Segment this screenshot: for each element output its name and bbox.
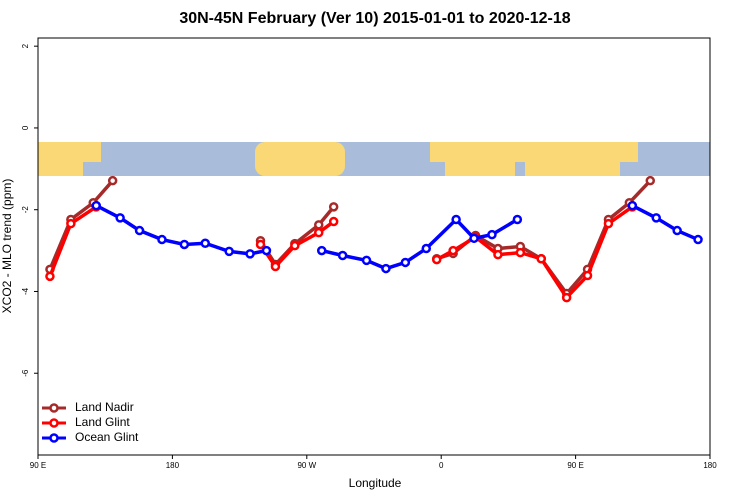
series-line bbox=[631, 204, 699, 242]
plot-frame bbox=[37, 37, 711, 456]
x-tick-label: 180 bbox=[166, 461, 180, 470]
legend-marker bbox=[49, 403, 59, 413]
series-point bbox=[469, 233, 479, 244]
chart-title: 30N-45N February (Ver 10) 2015-01-01 to … bbox=[179, 10, 570, 27]
series-line bbox=[435, 205, 634, 301]
y-tick-label: 2 bbox=[21, 43, 30, 48]
series-point bbox=[157, 234, 167, 245]
legend-marker bbox=[49, 418, 59, 428]
series-point bbox=[400, 257, 411, 268]
series-line bbox=[436, 179, 652, 297]
x-tick-label: 90 E bbox=[567, 461, 583, 470]
series-point bbox=[261, 245, 272, 256]
series-point bbox=[91, 200, 101, 211]
series-point bbox=[487, 229, 497, 240]
series-point bbox=[381, 263, 391, 274]
series-point bbox=[493, 249, 503, 260]
series-point bbox=[451, 214, 461, 225]
series-point bbox=[328, 202, 339, 212]
series-line bbox=[321, 217, 519, 271]
series-point bbox=[328, 216, 339, 227]
series-point bbox=[224, 246, 234, 257]
legend-marker bbox=[49, 433, 59, 443]
series-point bbox=[290, 240, 300, 251]
x-tick-label: 180 bbox=[703, 461, 717, 470]
series-point bbox=[361, 255, 372, 266]
y-tick-label: -6 bbox=[21, 369, 30, 377]
series-line bbox=[259, 205, 336, 268]
y-tick-label: -4 bbox=[21, 287, 30, 295]
series-point bbox=[448, 245, 458, 256]
series-point bbox=[582, 270, 593, 281]
x-axis-label: Longitude bbox=[349, 476, 402, 490]
series-point bbox=[107, 175, 118, 186]
series-point bbox=[515, 247, 526, 258]
legend-label: Land Nadir bbox=[75, 400, 134, 414]
series-point bbox=[645, 175, 656, 186]
series-point bbox=[45, 271, 55, 282]
series-point bbox=[200, 238, 211, 248]
series-point bbox=[270, 261, 281, 272]
y-axis-label: XCO2 - MLO trend (ppm) bbox=[0, 179, 14, 314]
series-point bbox=[536, 254, 547, 264]
series-point bbox=[421, 243, 432, 254]
x-tick-label: 0 bbox=[439, 461, 444, 470]
legend-label: Ocean Glint bbox=[75, 430, 139, 444]
map-band bbox=[38, 142, 710, 176]
series-line bbox=[48, 179, 114, 271]
series-point bbox=[66, 218, 76, 229]
series-point bbox=[431, 254, 442, 265]
series-point bbox=[255, 239, 266, 250]
series-point bbox=[313, 227, 324, 238]
series-point bbox=[313, 220, 324, 230]
series-point bbox=[179, 239, 190, 250]
series-point bbox=[693, 234, 703, 245]
series-point bbox=[245, 249, 255, 259]
y-tick-label: 0 bbox=[21, 125, 30, 130]
legend-label: Land Glint bbox=[75, 415, 130, 429]
x-tick-label: 90 W bbox=[297, 461, 316, 470]
series-point bbox=[115, 213, 125, 223]
series-point bbox=[672, 225, 682, 236]
series-point bbox=[651, 213, 661, 223]
y-tick-label: -2 bbox=[21, 206, 30, 214]
series-point bbox=[627, 200, 638, 211]
series-point bbox=[603, 218, 614, 229]
series-point bbox=[134, 225, 145, 236]
series-point bbox=[316, 245, 327, 256]
series-point bbox=[337, 250, 348, 261]
x-tick-label: 90 E bbox=[30, 461, 46, 470]
series-point bbox=[561, 292, 572, 303]
series-point bbox=[512, 214, 523, 225]
